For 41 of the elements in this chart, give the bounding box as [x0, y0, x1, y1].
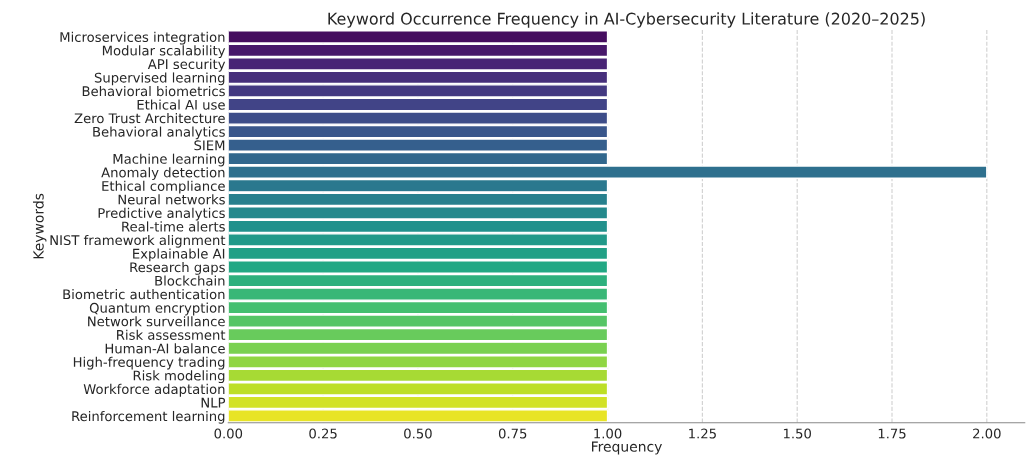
y-tick-label: Ethical compliance [102, 180, 225, 194]
y-tick-label: Neural networks [118, 194, 225, 205]
chart-title: Keyword Occurrence Frequency in AI-Cybersecurity Literature (2020–2025) [328, 12, 925, 28]
y-tick-label: Reinforcement learning [72, 410, 225, 424]
y-tick-label: Quantum encryption [89, 302, 225, 316]
y-tick-label: Anomaly detection [101, 167, 225, 180]
y-tick-label: Behavioral analytics [93, 126, 225, 140]
x-tick-label: 2.00 [973, 428, 1001, 439]
y-tick-label: Network surveillance [88, 316, 225, 327]
y-tick-label: Biometric authentication [63, 289, 225, 300]
y-tick-label: Human-AI balance [105, 343, 225, 354]
x-tick-label: 1.50 [783, 428, 811, 439]
y-axis-title: Keywords [33, 193, 47, 259]
y-tick-label: Risk assessment [117, 329, 226, 340]
y-tick-label: NIST framework alignment [50, 234, 226, 248]
x-tick-label: 1.75 [878, 428, 906, 439]
y-tick-label: Research gaps [130, 261, 225, 275]
y-tick-label: Microservices integration [60, 31, 225, 45]
y-tick-label: SIEM [194, 140, 225, 151]
y-tick-label: Workforce adaptation [83, 383, 225, 397]
y-tick-label: Risk modeling [133, 370, 225, 384]
y-tick-label: Blockchain [155, 275, 225, 286]
y-tick-label: Behavioral biometrics [82, 85, 225, 97]
y-tick-label: API security [147, 58, 226, 72]
x-tick-label: 0.00 [214, 428, 243, 439]
y-tick-label: Zero Trust Architecture [74, 113, 225, 124]
y-tick-label: Machine learning [113, 153, 225, 167]
x-tick-label: 0.75 [498, 428, 527, 439]
x-tick-label: 0.25 [309, 428, 337, 439]
y-tick-label: High-frequency trading [73, 356, 225, 370]
y-tick-label: Modular scalability [102, 45, 226, 59]
x-tick-label: 0.50 [404, 428, 432, 439]
x-axis-title: Frequency [592, 441, 662, 455]
y-tick-label: Real-time alerts [122, 221, 225, 232]
y-tick-label: Ethical AI use [137, 99, 225, 110]
y-tick-label: NLP [201, 397, 226, 408]
y-tick-label: Explainable AI [133, 248, 225, 262]
x-tick-label: 1.00 [594, 428, 622, 439]
y-tick-label: Predictive analytics [98, 207, 225, 221]
y-tick-label: Supervised learning [94, 72, 225, 86]
x-tick-label: 1.25 [689, 428, 716, 439]
